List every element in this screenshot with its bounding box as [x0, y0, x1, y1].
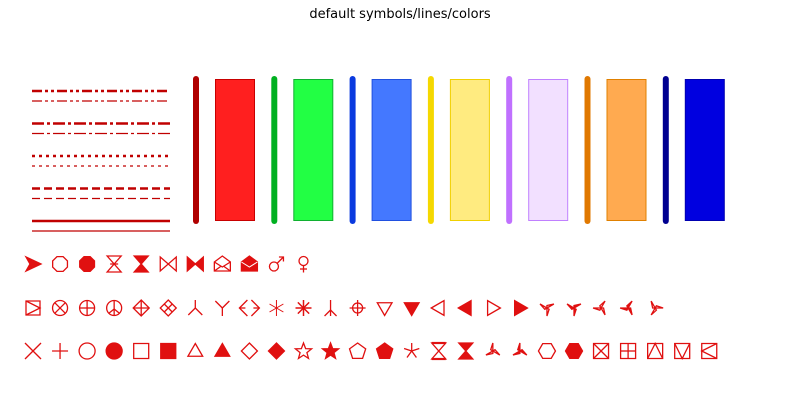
- octagon-filled-icon: [79, 255, 96, 273]
- pentagon-open-icon: [348, 342, 367, 360]
- female-symbol-icon: [298, 255, 309, 273]
- bowtie-filled-icon: [186, 255, 204, 273]
- triangle-right-open-icon: [486, 299, 502, 317]
- star-filled-icon: [320, 341, 341, 360]
- envelope-open-icon: [213, 255, 232, 272]
- symbol-samples: [24, 255, 718, 361]
- double-angle-icon: [238, 299, 261, 317]
- square-triangle-down-icon: [674, 342, 691, 360]
- concave-triangle-left-filled-icon: [619, 300, 633, 316]
- line-style-samples: [32, 89, 170, 232]
- diamond-filled-icon: [267, 342, 286, 360]
- asterisk-thin-icon: [269, 300, 284, 316]
- square-diagonal-icon: [25, 300, 42, 316]
- concave-triangle-up-filled-icon: [512, 342, 528, 356]
- circle-x-icon: [51, 299, 69, 317]
- pentagon-filled-icon: [375, 342, 394, 360]
- triangle-left-open-icon: [429, 299, 445, 317]
- hexagon-filled-icon: [564, 342, 584, 360]
- triangle-down-open-icon: [376, 302, 394, 317]
- triangle-up-open-icon: [186, 342, 204, 357]
- tripod-up-icon: [324, 300, 338, 317]
- hourglass-open-icon: [430, 341, 448, 361]
- circle-filled-icon: [105, 342, 123, 360]
- concave-triangle-left-open-icon: [592, 300, 606, 316]
- envelope-filled-icon: [240, 255, 259, 272]
- concave-triangle-up-open-icon: [485, 342, 501, 356]
- square-open-icon: [133, 342, 150, 360]
- diamond-open-icon: [240, 342, 259, 360]
- diamond-plus-icon: [132, 299, 151, 317]
- asterisk-star-icon: [403, 343, 420, 358]
- circle-plus-icon: [78, 299, 96, 317]
- color-swatch-red: [193, 76, 255, 224]
- square-triangle-left-icon: [700, 342, 718, 360]
- circle-open-icon: [78, 342, 96, 360]
- triangle-right-filled-icon: [514, 299, 529, 317]
- square-x-icon: [592, 342, 610, 360]
- color-swatch-orange: [584, 76, 647, 224]
- male-symbol-icon: [268, 256, 285, 272]
- plus-icon: [52, 343, 69, 359]
- color-swatch-green: [271, 76, 334, 224]
- hourglass-crossed-open-icon: [105, 255, 123, 273]
- hourglass-filled-icon: [132, 255, 150, 273]
- circle-plus-diamond-icon: [349, 300, 366, 316]
- chart-title: default symbols/lines/colors: [309, 7, 491, 22]
- hexagon-open-icon: [537, 342, 557, 360]
- square-filled-icon: [160, 342, 177, 360]
- y-upright-icon: [214, 300, 230, 316]
- line-sample-dash-dot: [32, 122, 170, 135]
- color-swatch-yellow: [427, 76, 490, 224]
- square-grid-icon: [619, 342, 637, 360]
- line-sample-dashed: [32, 187, 170, 200]
- x-cross-icon: [24, 342, 42, 360]
- concave-triangle-down-filled-icon: [566, 303, 582, 317]
- triangle-left-filled-icon: [456, 299, 472, 317]
- color-swatch-purple: [506, 76, 569, 224]
- square-triangle-up-icon: [647, 342, 664, 360]
- line-sample-solid: [32, 219, 170, 232]
- star-open-icon: [293, 341, 314, 360]
- line-sample-dotted: [32, 154, 170, 167]
- octagon-open-icon: [52, 255, 69, 273]
- diamond-x-icon: [159, 299, 178, 317]
- color-swatch-blue: [349, 76, 412, 224]
- concave-triangle-right-open-icon: [650, 300, 664, 316]
- triangle-up-filled-icon: [213, 342, 231, 357]
- hourglass-filled-2-icon: [457, 342, 475, 360]
- peace-symbol-icon: [106, 299, 123, 317]
- y-inverted-icon: [187, 300, 203, 316]
- line-sample-dash-dot-dot: [32, 89, 170, 102]
- arrowhead-right-icon: [24, 255, 43, 273]
- color-swatch-navy: [662, 76, 725, 224]
- color-swatches: [193, 76, 725, 224]
- concave-triangle-down-open-icon: [539, 303, 555, 317]
- bowtie-open-icon: [159, 255, 177, 273]
- asterisk-bold-icon: [295, 300, 312, 316]
- triangle-down-filled-icon: [403, 302, 421, 317]
